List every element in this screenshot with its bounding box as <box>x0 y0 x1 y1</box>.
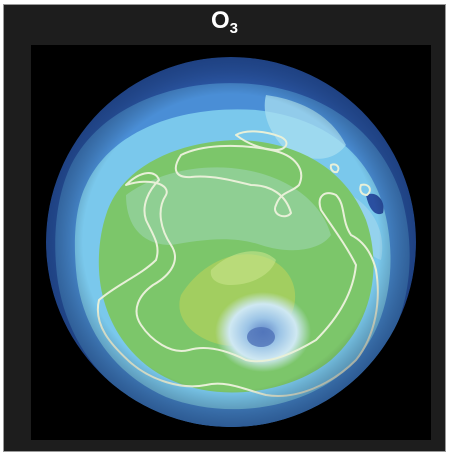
map-title: O3 <box>0 6 449 36</box>
map-area <box>31 45 431 440</box>
ozone-globe <box>46 57 416 427</box>
globe-limb <box>46 57 416 427</box>
title-subscript: 3 <box>229 20 238 37</box>
title-base: O <box>210 7 230 34</box>
